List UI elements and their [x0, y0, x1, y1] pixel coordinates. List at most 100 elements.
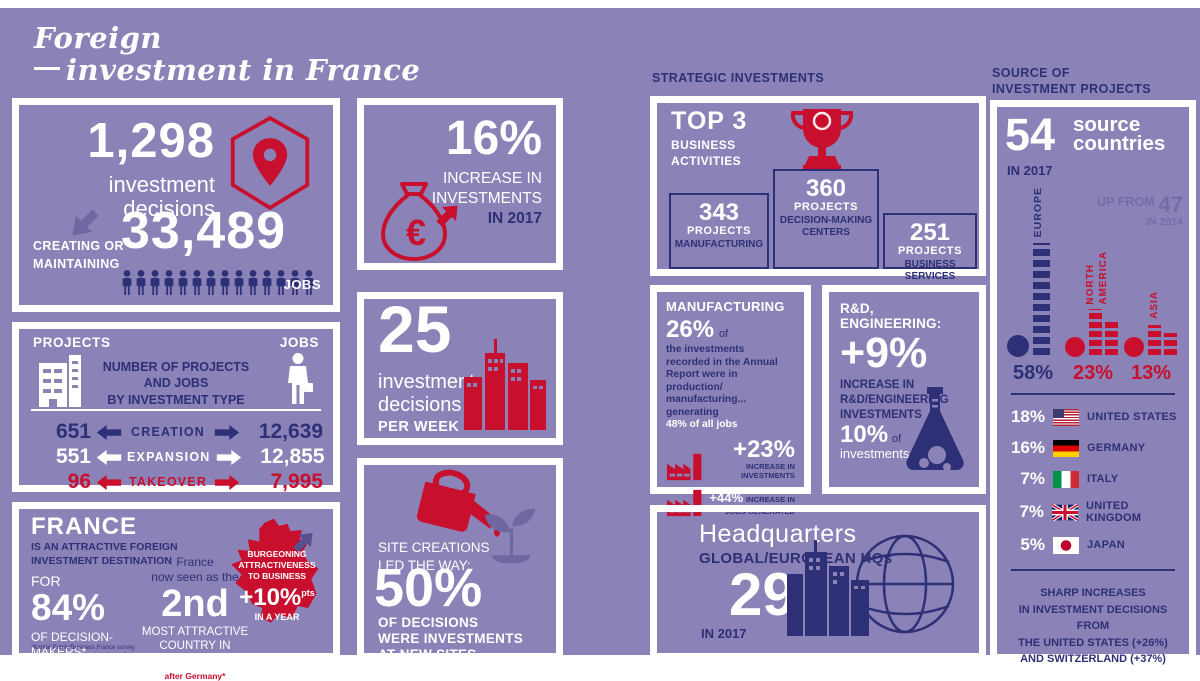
arrow-up-right-icon — [436, 205, 458, 227]
after-germany-note: after Germany* — [164, 671, 226, 681]
table-row-expansion: 551 EXPANSION 12,855 — [55, 445, 325, 468]
plant-sprout-icon — [484, 508, 536, 563]
source-countries-label: source countries — [1073, 113, 1166, 156]
arrow-up-right-icon — [293, 532, 313, 553]
europe-bar-dot — [1007, 335, 1029, 357]
north-america-dot — [1065, 337, 1085, 357]
list-item-germany: 16% GERMANY — [1010, 438, 1146, 457]
arrow-down-left-icon — [72, 209, 99, 236]
sharp-increases-note: SHARP INCREASES IN INVESTMENT DECISIONS … — [1018, 587, 1168, 665]
money-bag-icon: € — [380, 182, 458, 262]
projects-header: PROJECTS — [33, 335, 111, 350]
region-label-america: AMERICA — [1098, 251, 1109, 305]
headquarters-panel: Headquarters GLOBAL/EUROPEAN HQs 29 IN 2… — [650, 505, 986, 660]
increase-percent: 16% — [445, 112, 542, 165]
uk-flag-icon — [1052, 503, 1079, 521]
japan-flag-icon — [1053, 536, 1079, 554]
worker-icon — [288, 353, 313, 404]
divider — [1011, 569, 1175, 571]
strategic-investments-header: STRATEGIC INVESTMENTS — [652, 71, 825, 85]
investment-type-panel: PROJECTS JOBS NUMBER OF PROJECTS AND JOB… — [12, 322, 340, 493]
rd-increase-percent: +9% — [840, 329, 928, 377]
france-subtitle: IS AN ATTRACTIVE FOREIGN INVESTMENT DEST… — [31, 541, 178, 567]
rank-caption: MOST ATTRACTIVE COUNTRY IN EUROPE — [141, 626, 249, 667]
arrow-left-icon — [96, 474, 122, 490]
source-countries-panel: 54 source countries IN 2017 UP FROM 47 IN… — [990, 100, 1196, 665]
flask-icon — [906, 387, 964, 471]
rd-caption: INCREASE IN R&D/ENGINEERING INVESTMENTS — [840, 379, 949, 422]
investment-increase-panel: 16% INCREASE IN INVESTMENTS IN 2017 € — [357, 98, 563, 270]
new-sites-panel: SITE CREATIONS LED THE WAY: 50% OF DECIS… — [357, 458, 563, 662]
headquarters-subtitle: GLOBAL/EUROPEAN HQs — [699, 550, 893, 567]
top3-title: TOP 3 — [671, 107, 748, 135]
table-row-takeover: 96 TAKEOVER 7,995 — [67, 470, 323, 493]
arrow-left-icon — [96, 449, 122, 465]
location-pin-hexagon-icon — [230, 115, 310, 211]
asia-bar — [1148, 325, 1161, 355]
north-america-bar2 — [1105, 319, 1118, 355]
headquarters-title: Headquarters — [699, 520, 857, 548]
per-week-count: 25 — [378, 292, 452, 366]
manufacturing-percent: 26% of — [666, 316, 729, 343]
source-countries-count: 54 — [1005, 109, 1056, 160]
new-sites-percent: 50% — [374, 558, 483, 618]
factory-icon — [666, 453, 702, 480]
up-from-block: UP FROM 47 IN 2014 — [1097, 192, 1183, 228]
asia-percent: 13% — [1130, 362, 1172, 384]
europe-percent: 58% — [1012, 362, 1054, 384]
rd-engineering-panel: R&D, ENGINEERING: +9% INCREASE IN R&D/EN… — [822, 285, 986, 494]
france-map-icon — [231, 518, 319, 623]
seen-as-label: France now seen as the — [151, 555, 239, 584]
france-attractiveness-panel: FRANCE IS AN ATTRACTIVE FOREIGN INVESTME… — [12, 502, 340, 681]
investment-type-rows: 651 CREATION 12,639 551 EXPANSION 12,855… — [29, 417, 325, 493]
purple-canvas: Foreign investment in France 1,298 inves… — [0, 8, 1200, 681]
arrow-right-icon — [214, 424, 240, 440]
city-buildings-icon — [464, 339, 546, 430]
points-increase-value: +10%pts — [239, 583, 315, 611]
arrow-right-icon — [214, 474, 240, 490]
germany-flag-icon — [1053, 439, 1079, 457]
jobs-label: JOBS — [283, 277, 321, 292]
decisions-caption: investment decisions — [108, 172, 215, 221]
new-sites-caption: OF DECISIONS WERE INVESTMENTS AT NEW SIT… — [378, 615, 524, 662]
per-week-caption: investment decisions — [378, 371, 475, 416]
site-creations-caption: SITE CREATIONS LED THE WAY: — [378, 540, 490, 573]
source-year-caption: IN 2017 — [1007, 163, 1053, 178]
divider — [31, 409, 321, 411]
region-label-asia: ASIA — [1149, 291, 1160, 319]
arrow-right-icon — [216, 449, 241, 465]
top3-activities-panel: TOP 3 BUSINESS ACTIVITIES 343 PROJECTS M… — [650, 96, 986, 282]
creating-maintaining-label: CREATING OR MAINTAINING — [33, 239, 124, 271]
headquarters-caption: IN 2017 — [701, 626, 747, 641]
building-icon — [39, 355, 81, 407]
table-row-creation: 651 CREATION 12,639 — [55, 420, 323, 443]
europe-bar — [1033, 243, 1050, 355]
jobs-header: JOBS — [279, 335, 319, 350]
headquarters-count: 29 — [729, 561, 796, 628]
region-bars-chart: EUROPE NORTH AMERICA ASIA 58% 23% 13% — [1005, 187, 1183, 385]
top3-subtitle: BUSINESS ACTIVITIES — [671, 138, 742, 169]
source-header: SOURCE OF INVESTMENT PROJECTS — [992, 66, 1152, 96]
asia-bar2 — [1164, 333, 1177, 355]
page-title: Foreign investment in France — [34, 22, 420, 87]
list-item-united-states: 18% UNITED STATES — [1010, 407, 1177, 426]
types-caption: NUMBER OF PROJECTS AND JOBS BY INVESTMEN… — [102, 360, 250, 407]
rd-title: R&D, ENGINEERING: — [840, 301, 942, 331]
title-underline — [34, 67, 60, 71]
north-america-bar — [1089, 309, 1102, 355]
region-label-europe: EUROPE — [1032, 186, 1044, 237]
divider — [1011, 393, 1175, 395]
rd-share-block: 10% of investments — [840, 421, 910, 462]
page-title-line1: Foreign — [34, 21, 162, 55]
rank-block: France now seen as the 2nd MOST ATTRACTI… — [137, 555, 253, 681]
podium-decision-making-centers: 360 PROJECTS DECISION-MAKING CENTERS — [773, 169, 879, 269]
us-flag-icon — [1053, 408, 1079, 426]
country-list: 18% UNITED STATES 16% GERMANY 7% ITALY 7… — [1003, 407, 1185, 566]
investment-decisions-panel: 1,298 investment decisions CREATING OR M… — [12, 98, 340, 312]
manufacturing-panel: MANUFACTURING 26% of the investments reco… — [650, 285, 811, 516]
in-a-year-label: IN A YEAR — [254, 611, 300, 622]
investment-increase-stat: +23% INCREASE IN INVESTMENTS — [666, 437, 795, 481]
jobs-highlight: 48% of all jobs — [666, 419, 738, 431]
rank-value: 2nd — [161, 583, 229, 625]
